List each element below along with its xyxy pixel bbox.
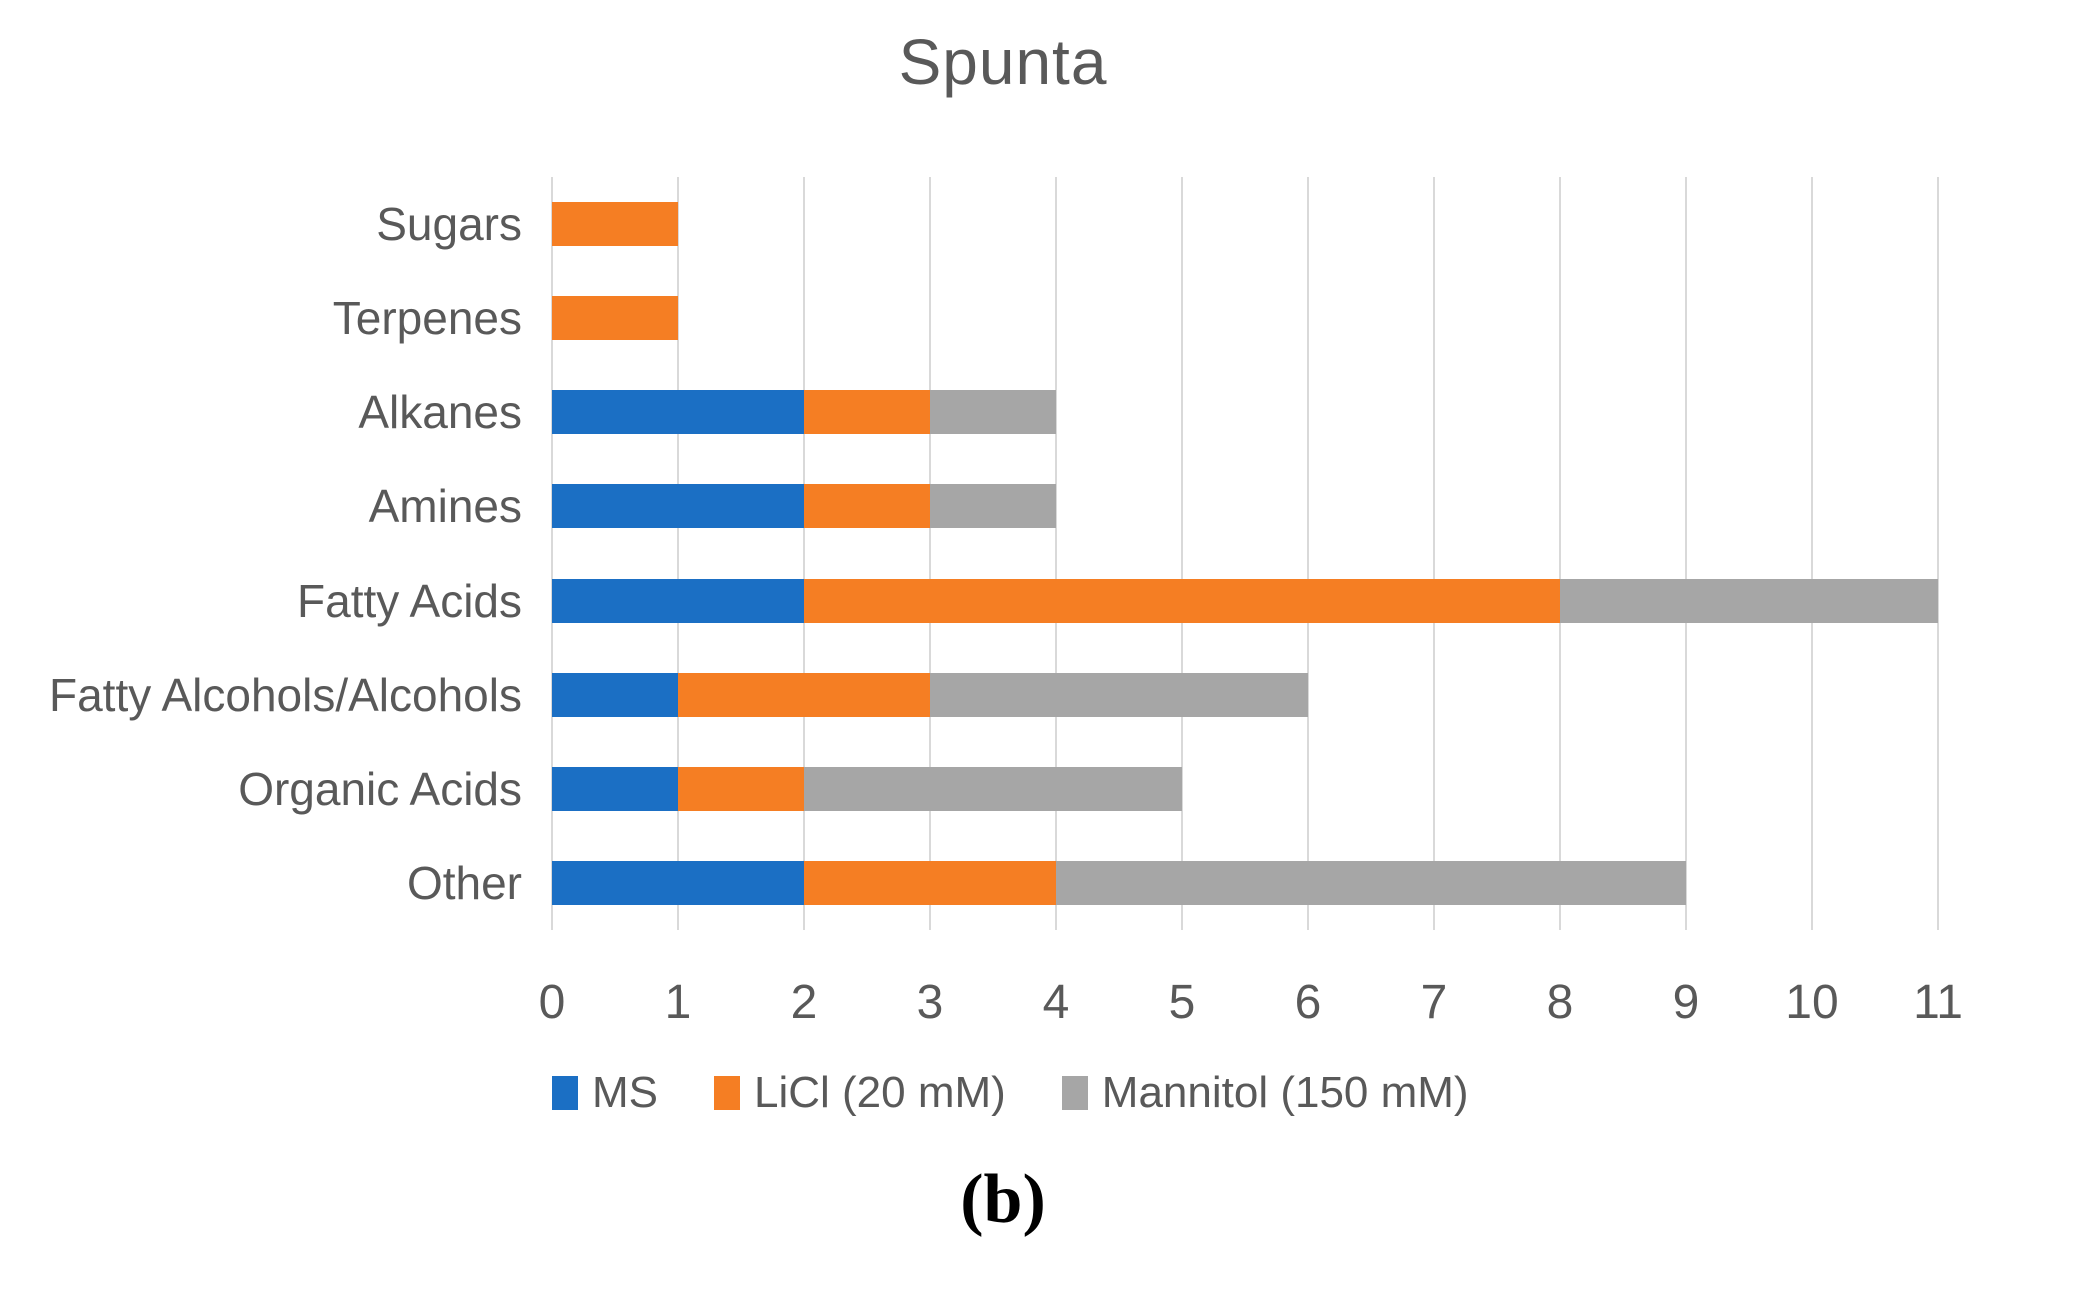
legend-swatch-icon xyxy=(1061,1076,1088,1110)
bar-segment-mannitol-150-mm-organic-acids xyxy=(804,766,1182,811)
gridline-2 xyxy=(803,177,805,930)
gridline-10 xyxy=(1811,177,1813,930)
x-tick-label-9: 9 xyxy=(1672,976,1700,1029)
bar-segment-licl-20-mm-organic-acids xyxy=(678,766,804,811)
bar-segment-licl-20-mm-other xyxy=(804,860,1056,905)
legend-label: Mannitol (150 mM) xyxy=(1101,1068,1469,1117)
bar-segment-ms-fatty-acids xyxy=(552,578,804,623)
x-tick-label-4: 4 xyxy=(1042,976,1070,1029)
category-label-fatty-alcohols-alcohols: Fatty Alcohols/Alcohols xyxy=(48,668,522,721)
chart-title: Spunta xyxy=(898,26,1108,98)
bar-segment-licl-20-mm-sugars xyxy=(552,202,678,247)
x-tick-label-3: 3 xyxy=(916,976,944,1029)
bar-row-organic-acids xyxy=(552,766,1182,811)
category-label-alkanes: Alkanes xyxy=(358,386,522,439)
bar-segment-mannitol-150-mm-fatty-acids xyxy=(1560,578,1938,623)
legend-item-licl-20-mm: LiCl (20 mM) xyxy=(714,1068,1006,1118)
bar-segment-ms-organic-acids xyxy=(552,766,678,811)
bar-row-fatty-alcohols-alcohols xyxy=(552,672,1308,717)
legend-item-mannitol-150-mm: Mannitol (150 mM) xyxy=(1061,1068,1469,1118)
category-label-sugars: Sugars xyxy=(376,198,522,251)
category-label-fatty-acids: Fatty Acids xyxy=(297,574,522,627)
legend-item-ms: MS xyxy=(552,1068,658,1118)
bar-segment-licl-20-mm-terpenes xyxy=(552,296,678,341)
gridline-1 xyxy=(677,177,679,930)
gridline-4 xyxy=(1055,177,1057,930)
gridline-11 xyxy=(1937,177,1939,930)
gridline-5 xyxy=(1181,177,1183,930)
gridline-7 xyxy=(1433,177,1435,930)
bar-segment-mannitol-150-mm-amines xyxy=(930,484,1056,529)
x-tick-label-8: 8 xyxy=(1546,976,1574,1029)
x-tick-label-2: 2 xyxy=(790,976,818,1029)
legend-swatch-icon xyxy=(714,1076,740,1110)
gridline-3 xyxy=(929,177,931,930)
gridline-9 xyxy=(1685,177,1687,930)
bar-segment-licl-20-mm-fatty-alcohols-alcohols xyxy=(678,672,930,717)
legend-label: MS xyxy=(592,1068,658,1117)
legend: MS LiCl (20 mM) Mannitol (150 mM) xyxy=(552,1068,1469,1118)
bar-row-amines xyxy=(552,484,1056,529)
bar-segment-licl-20-mm-fatty-acids xyxy=(804,578,1560,623)
category-label-organic-acids: Organic Acids xyxy=(238,762,522,815)
gridline-6 xyxy=(1307,177,1309,930)
legend-label: LiCl (20 mM) xyxy=(754,1068,1006,1117)
bar-segment-mannitol-150-mm-fatty-alcohols-alcohols xyxy=(930,672,1308,717)
figure-caption: (b) xyxy=(960,1161,1046,1238)
bar-row-alkanes xyxy=(552,390,1056,435)
x-tick-label-0: 0 xyxy=(538,976,566,1029)
bar-segment-licl-20-mm-alkanes xyxy=(804,390,930,435)
category-label-terpenes: Terpenes xyxy=(332,292,522,345)
x-tick-label-6: 6 xyxy=(1294,976,1322,1029)
x-tick-label-5: 5 xyxy=(1168,976,1196,1029)
category-label-other: Other xyxy=(406,856,522,909)
plot-area xyxy=(551,177,1939,930)
bar-row-fatty-acids xyxy=(552,578,1938,623)
bar-segment-licl-20-mm-amines xyxy=(804,484,930,529)
gridline-0 xyxy=(551,177,553,930)
gridline-8 xyxy=(1559,177,1561,930)
x-tick-label-11: 11 xyxy=(1913,976,1963,1029)
bar-segment-mannitol-150-mm-other xyxy=(1056,860,1686,905)
x-tick-label-1: 1 xyxy=(664,976,692,1029)
x-tick-label-7: 7 xyxy=(1420,976,1448,1029)
bar-row-sugars xyxy=(552,202,678,247)
x-tick-label-10: 10 xyxy=(1785,976,1839,1029)
legend-swatch-icon xyxy=(552,1076,578,1110)
category-label-amines: Amines xyxy=(368,480,522,533)
bar-segment-ms-alkanes xyxy=(552,390,804,435)
bar-segment-ms-amines xyxy=(552,484,804,529)
bar-row-other xyxy=(552,860,1686,905)
bar-row-terpenes xyxy=(552,296,678,341)
bar-segment-ms-other xyxy=(552,860,804,905)
bar-segment-ms-fatty-alcohols-alcohols xyxy=(552,672,678,717)
bar-segment-mannitol-150-mm-alkanes xyxy=(930,390,1056,435)
